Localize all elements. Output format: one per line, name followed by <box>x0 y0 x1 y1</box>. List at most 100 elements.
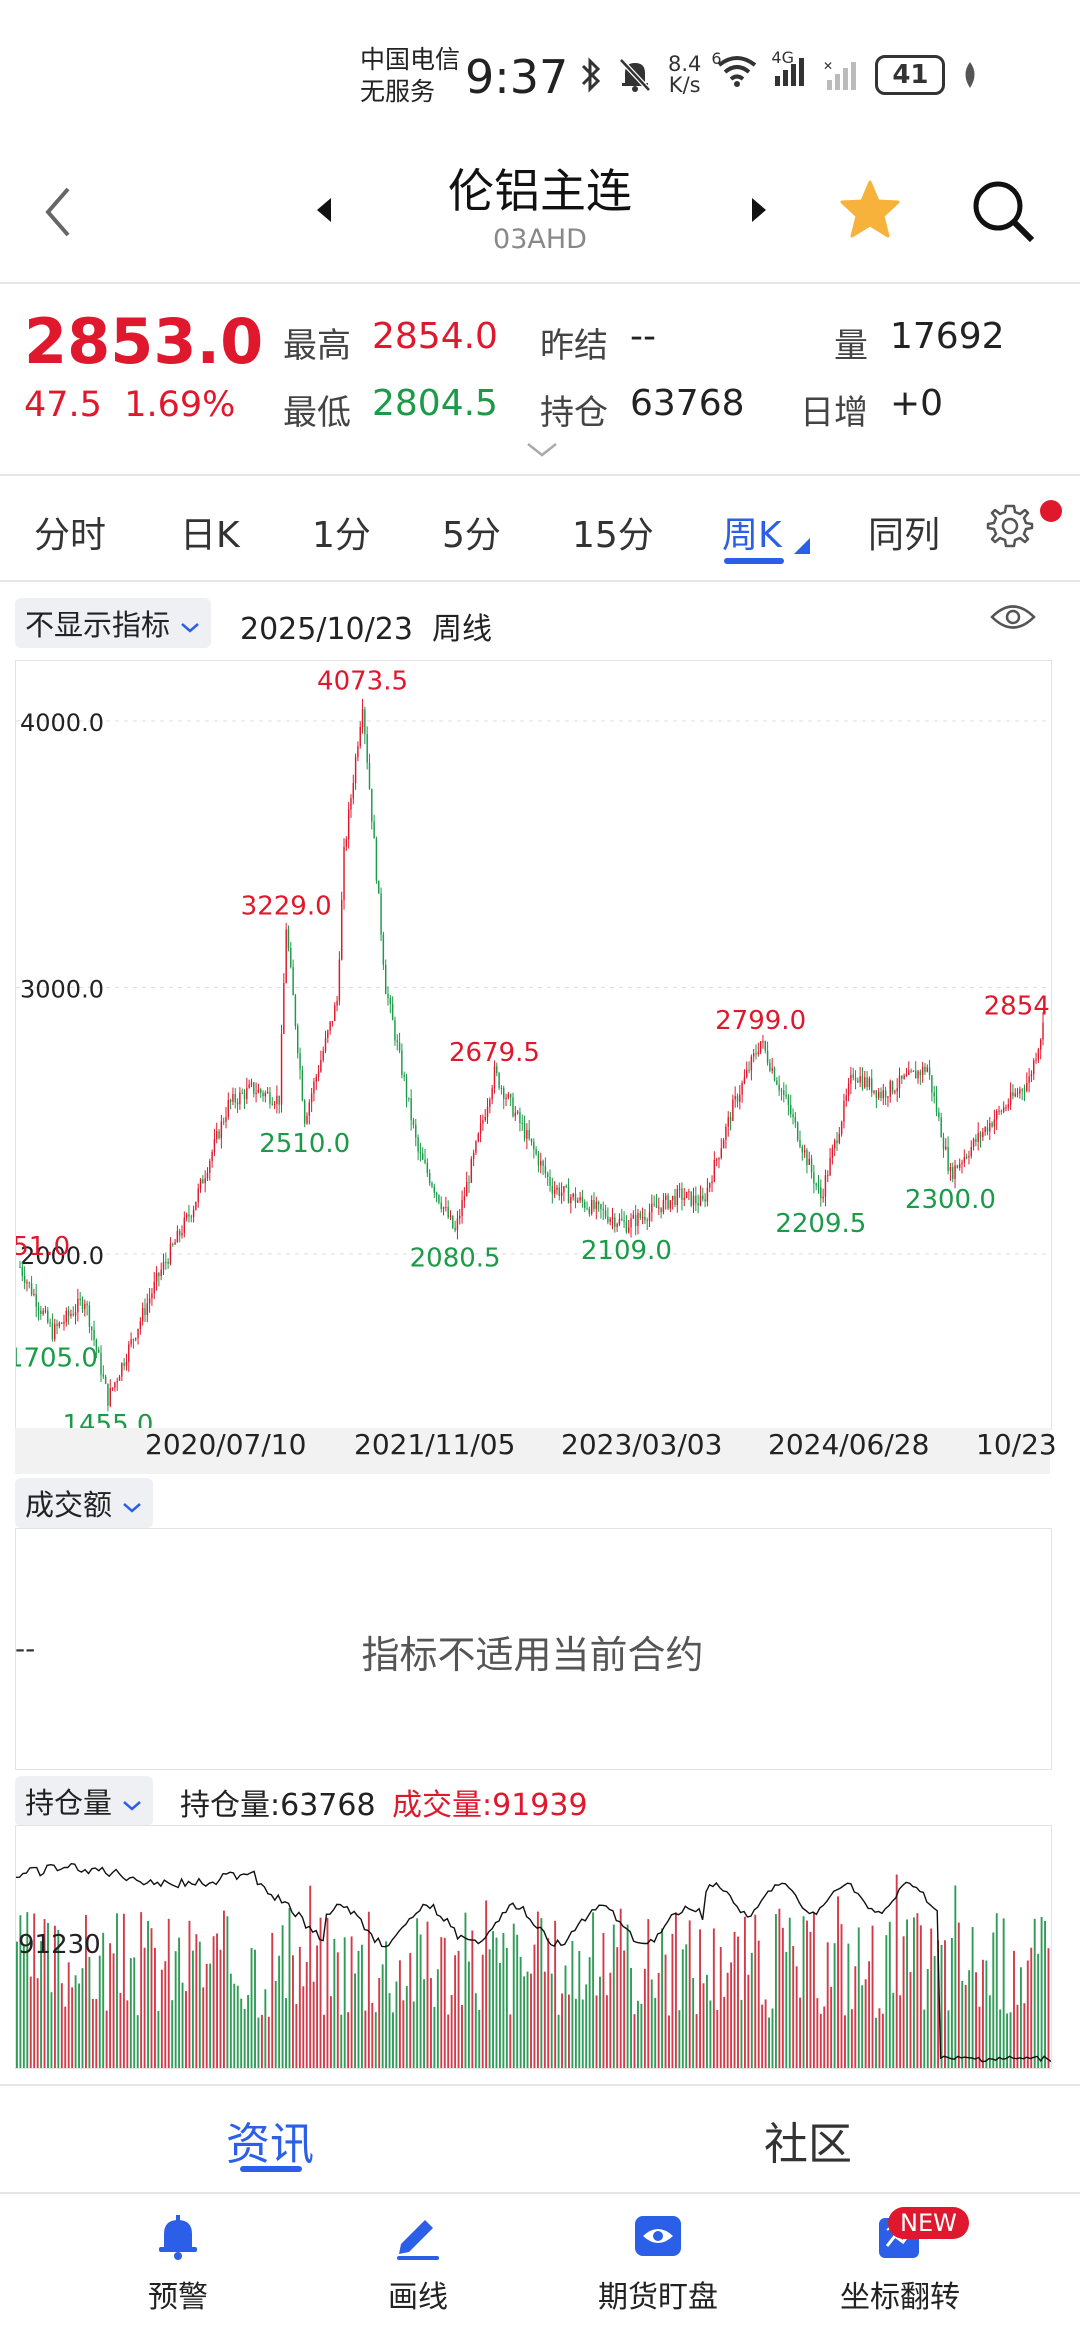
open-interest-line <box>16 1862 1051 2063</box>
tab-timeshare[interactable]: 分时 <box>34 515 107 556</box>
nav-alert-label[interactable]: 预警 <box>148 2280 208 2315</box>
volume-bar <box>129 1958 132 2068</box>
oi-volume-chart[interactable]: 91230 <box>15 1825 1052 2069</box>
volume-bar <box>574 1998 577 2068</box>
eye-icon[interactable] <box>990 602 1036 632</box>
volume-bar <box>150 1928 153 2068</box>
settings-gear-icon[interactable] <box>986 502 1034 550</box>
indicator-select[interactable]: 不显示指标 <box>15 598 212 648</box>
volume-bar <box>478 2009 481 2068</box>
candle-body <box>350 798 352 810</box>
volume-bar <box>871 1925 874 2068</box>
candle-body <box>665 1195 667 1200</box>
volume-bar <box>499 1963 501 2068</box>
volume-bar <box>788 1917 791 2068</box>
candle-body <box>660 1207 662 1213</box>
nav-futures-watch-label[interactable]: 期货盯盘 <box>598 2280 718 2315</box>
candle-body <box>776 1080 778 1085</box>
candle-body <box>732 1099 734 1121</box>
volume-bar <box>143 1947 146 2068</box>
candle-body <box>51 1323 54 1340</box>
volume-bar <box>971 1927 974 2068</box>
turnover-select[interactable]: 成交额 <box>15 1478 154 1528</box>
candle-body <box>655 1204 658 1208</box>
nav-draw-line-label[interactable]: 画线 <box>388 2280 448 2315</box>
candle-body <box>512 1097 514 1117</box>
favorite-star-icon[interactable] <box>838 178 902 242</box>
high-price-label: 2854.0 <box>984 991 1051 1021</box>
candle-body <box>357 746 359 758</box>
candle-body <box>21 1267 24 1276</box>
nav-alert[interactable] <box>78 2210 278 2266</box>
signal-icon <box>775 58 805 86</box>
nav-draw-line[interactable] <box>318 2210 518 2266</box>
search-icon[interactable] <box>970 178 1036 244</box>
candle-body <box>440 1202 442 1209</box>
high-price-label: 2799.0 <box>715 1006 806 1036</box>
candle-body <box>722 1140 725 1149</box>
tab-news[interactable]: 资讯 <box>226 2119 314 2170</box>
volume-bar <box>550 1973 553 2068</box>
volume-bar <box>823 2006 826 2068</box>
candle-body <box>40 1310 42 1314</box>
candle-body <box>688 1191 690 1193</box>
tab-community[interactable]: 社区 <box>764 2119 852 2170</box>
volume-bar <box>716 2009 719 2068</box>
candle-body <box>584 1201 586 1209</box>
candle-body <box>91 1326 93 1331</box>
candle-body <box>614 1217 616 1227</box>
prev-contract-icon[interactable] <box>315 196 333 224</box>
next-contract-icon[interactable] <box>750 196 768 224</box>
chevron-down-icon[interactable] <box>525 440 559 460</box>
volume-bar <box>333 1938 336 2068</box>
volume-bar <box>602 1933 605 2068</box>
candle-body <box>371 788 373 822</box>
candle-body <box>86 1303 88 1306</box>
candle-body <box>965 1157 968 1159</box>
volume-bar <box>292 1955 294 2068</box>
candlestick-chart-area[interactable]: 4000.0 3000.0 2000.0 4073.5 3229.0 2679.5 2799… <box>15 660 1052 1430</box>
candle-body <box>95 1339 98 1350</box>
candle-body <box>956 1165 959 1168</box>
candle-body <box>713 1159 716 1182</box>
candle-body <box>928 1067 931 1076</box>
volume-bar <box>1023 2003 1026 2068</box>
volume-bar <box>502 1932 505 2068</box>
volume-bar <box>312 1981 315 2068</box>
tab-15min[interactable]: 15分 <box>572 515 654 556</box>
volume-bar <box>633 2014 636 2068</box>
tab-5min[interactable]: 5分 <box>442 515 501 556</box>
nav-flip-axis-label[interactable]: 坐标翻转 <box>840 2280 960 2315</box>
candlestick-chart[interactable]: 4000.0 3000.0 2000.0 4073.5 3229.0 2679.5 2799… <box>16 661 1051 1429</box>
volume-bar <box>568 1994 570 2068</box>
candle-body <box>42 1310 44 1314</box>
candle-body <box>699 1195 702 1206</box>
candle-body <box>313 1081 315 1094</box>
tab-1min[interactable]: 1分 <box>312 515 371 556</box>
candle-body <box>586 1208 588 1210</box>
volume-bar <box>405 1986 408 2068</box>
back-arrow-icon[interactable] <box>40 185 80 239</box>
volume-bar <box>233 1983 236 2068</box>
status-time: 9:37 <box>465 50 569 104</box>
candle-body <box>813 1172 815 1184</box>
candle-body <box>896 1088 898 1092</box>
volume-bar <box>647 1919 650 2068</box>
oi-volume-bars <box>16 1862 1051 2068</box>
candle-body <box>128 1344 130 1362</box>
candle-body <box>1002 1107 1005 1112</box>
volume-bar <box>271 1932 274 2068</box>
volume-bar <box>85 1914 87 2068</box>
candle-body <box>445 1206 447 1208</box>
volume-bar <box>436 1969 439 2068</box>
candle-body <box>447 1206 449 1218</box>
volume-bar <box>806 1920 808 2068</box>
candle-body <box>509 1094 512 1098</box>
oi-select[interactable]: 持仓量 <box>15 1776 154 1826</box>
tab-same-column[interactable]: 同列 <box>868 515 941 556</box>
candle-body <box>364 709 366 735</box>
tab-daily-k[interactable]: 日K <box>180 515 240 556</box>
tab-dropdown-triangle-icon[interactable] <box>794 538 810 554</box>
tab-weekly-k[interactable]: 周K <box>722 515 782 556</box>
nav-futures-watch[interactable] <box>558 2210 758 2266</box>
